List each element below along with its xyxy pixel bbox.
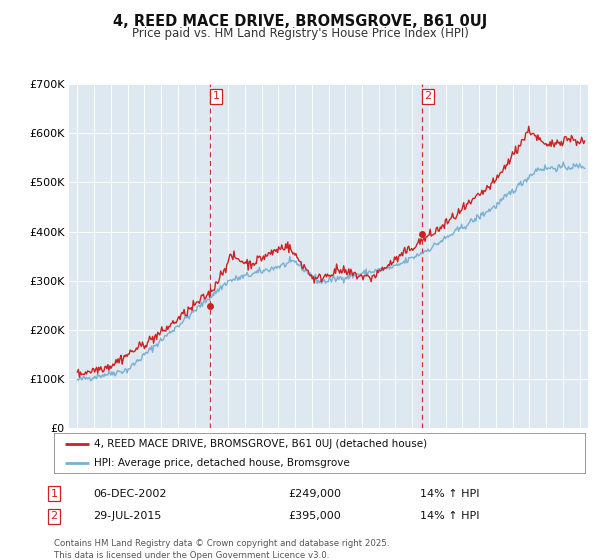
Text: 1: 1 bbox=[50, 489, 58, 499]
Text: 1: 1 bbox=[212, 91, 220, 101]
Text: 14% ↑ HPI: 14% ↑ HPI bbox=[420, 511, 479, 521]
Text: 29-JUL-2015: 29-JUL-2015 bbox=[93, 511, 161, 521]
Text: £395,000: £395,000 bbox=[288, 511, 341, 521]
Text: 2: 2 bbox=[424, 91, 431, 101]
Text: 4, REED MACE DRIVE, BROMSGROVE, B61 0UJ (detached house): 4, REED MACE DRIVE, BROMSGROVE, B61 0UJ … bbox=[94, 439, 427, 449]
Text: 4, REED MACE DRIVE, BROMSGROVE, B61 0UJ: 4, REED MACE DRIVE, BROMSGROVE, B61 0UJ bbox=[113, 14, 487, 29]
Text: 06-DEC-2002: 06-DEC-2002 bbox=[93, 489, 167, 499]
Text: 14% ↑ HPI: 14% ↑ HPI bbox=[420, 489, 479, 499]
Text: HPI: Average price, detached house, Bromsgrove: HPI: Average price, detached house, Brom… bbox=[94, 458, 350, 468]
Text: 2: 2 bbox=[50, 511, 58, 521]
Text: Contains HM Land Registry data © Crown copyright and database right 2025.
This d: Contains HM Land Registry data © Crown c… bbox=[54, 539, 389, 559]
Text: Price paid vs. HM Land Registry's House Price Index (HPI): Price paid vs. HM Land Registry's House … bbox=[131, 27, 469, 40]
Text: £249,000: £249,000 bbox=[288, 489, 341, 499]
